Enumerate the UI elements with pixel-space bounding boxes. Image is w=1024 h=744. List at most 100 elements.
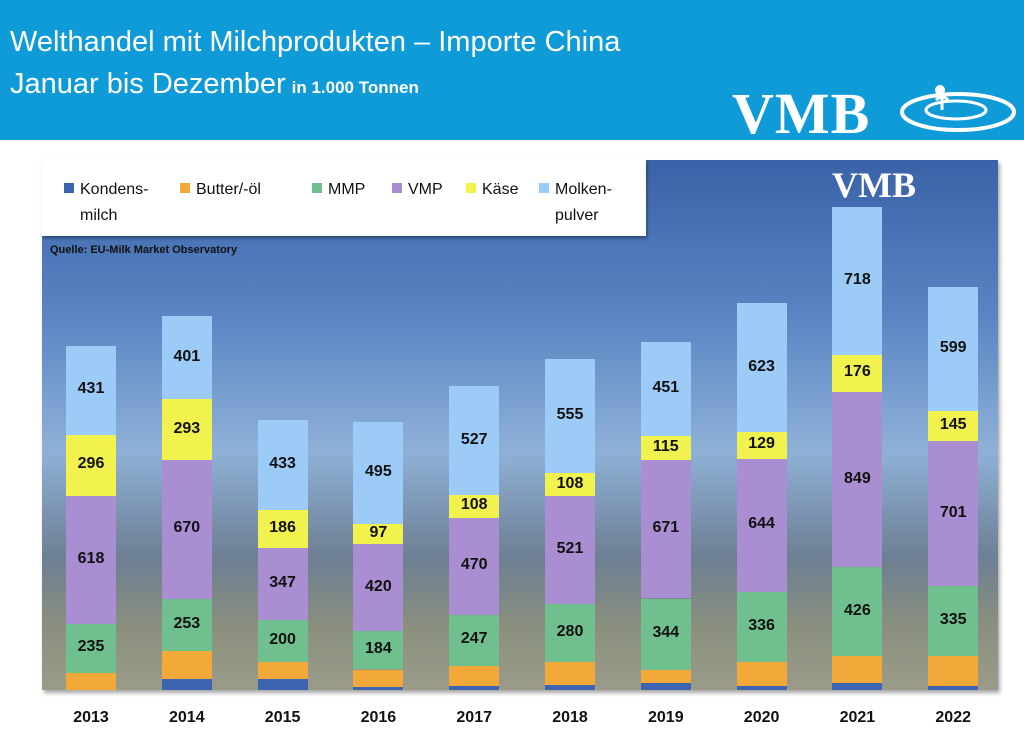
bar-segment-2016-2 <box>353 631 404 670</box>
bar-segment-2015-2 <box>257 620 308 662</box>
bar-segment-2018-1 <box>545 661 595 686</box>
data-label: 623 <box>748 357 775 375</box>
x-tick-label: 2018 <box>552 709 588 726</box>
legend-item: Käse <box>466 177 518 203</box>
data-label: 527 <box>460 430 488 448</box>
data-label: 555 <box>556 406 584 424</box>
bar-segment-2018-3 <box>545 495 595 604</box>
x-tick-label: 2013 <box>73 709 109 726</box>
bar-segment-2016-1 <box>353 669 404 687</box>
data-label: 247 <box>460 630 488 648</box>
bar-segment-2017-0 <box>449 686 500 690</box>
bar-segment-2013-4 <box>66 434 116 497</box>
legend-item: Kondens-milch <box>64 177 149 229</box>
bar-segment-2015-3 <box>257 548 308 621</box>
legend-swatch <box>539 183 549 193</box>
bar-segment-2019-3 <box>640 459 691 599</box>
data-label: 108 <box>556 474 584 492</box>
bar-segment-2018-5 <box>545 358 595 474</box>
data-label: 401 <box>173 347 201 365</box>
bar-segment-2021-5 <box>832 206 883 356</box>
data-label: 184 <box>365 640 392 658</box>
bar-segment-2019-0 <box>640 683 691 690</box>
x-tick-label: 2015 <box>264 709 301 726</box>
bar-segment-2016-4 <box>353 524 404 545</box>
bar-segment-2021-0 <box>832 683 883 690</box>
data-label: 186 <box>269 519 296 537</box>
bar-segment-2020-3 <box>736 458 787 593</box>
data-label: 431 <box>77 380 105 398</box>
source-note: Quelle: EU-Milk Market Observatory <box>50 244 238 256</box>
logo-swirl-icon <box>900 85 1016 132</box>
data-label: 451 <box>652 379 680 397</box>
legend-swatch <box>64 183 74 193</box>
legend-label-line2: milch <box>80 207 118 224</box>
bar-segment-2014-1 <box>161 651 212 680</box>
data-label: 108 <box>460 496 488 514</box>
legend-item: Molken-pulver <box>539 177 612 229</box>
bar-segment-2015-5 <box>257 420 308 510</box>
bar-segment-2017-2 <box>449 614 500 666</box>
legend-item: MMP <box>312 177 365 203</box>
chart-plot-area: VMB Kondens-milch Butter/-öl MMP VMP Käse Mol… <box>42 160 998 690</box>
bar-segment-2022-3 <box>928 441 979 587</box>
bar-segment-2018-2 <box>545 603 595 662</box>
bar-segment-2017-3 <box>449 517 500 615</box>
vmb-logo: VMB <box>732 81 871 146</box>
bar-segment-2013-3 <box>66 496 116 624</box>
data-label: 115 <box>652 437 679 455</box>
bar-segment-2016-0 <box>353 686 404 690</box>
data-label: 671 <box>652 519 680 537</box>
data-label: 176 <box>844 363 871 381</box>
bar-segment-2016-5 <box>353 421 404 525</box>
bar-segment-2020-1 <box>736 661 787 687</box>
bar-segment-2022-2 <box>928 586 979 656</box>
bar-segment-2019-5 <box>640 342 691 436</box>
data-label: 293 <box>173 419 201 437</box>
bar-segment-2019-1 <box>640 669 691 684</box>
legend-label: Butter/-öl <box>196 181 261 198</box>
data-label: 335 <box>939 610 967 628</box>
data-label: 97 <box>369 524 388 542</box>
x-tick-label: 2017 <box>456 709 492 726</box>
bar-segment-2018-0 <box>545 685 595 690</box>
data-label: 618 <box>77 550 105 567</box>
bar-segment-2021-4 <box>832 355 883 392</box>
legend-swatch <box>466 183 476 193</box>
data-label: 670 <box>173 519 201 537</box>
data-label: 426 <box>844 601 871 619</box>
bar-segment-2013-2 <box>66 623 116 673</box>
bar-segment-2016-3 <box>353 544 404 632</box>
data-label: 235 <box>77 638 105 656</box>
bar-segment-2022-1 <box>928 655 979 687</box>
bar-segment-2014-0 <box>161 679 212 690</box>
bar-segment-2019-4 <box>640 435 691 460</box>
data-label: 129 <box>748 435 775 453</box>
legend-swatch <box>180 183 190 193</box>
data-label: 521 <box>556 539 584 557</box>
data-label: 849 <box>844 469 871 487</box>
legend-item: VMP <box>392 177 443 203</box>
data-label: 336 <box>748 616 775 634</box>
header-banner: Welthandel mit Milchprodukten – Importe … <box>0 0 1024 146</box>
bar-segment-2014-2 <box>161 598 212 652</box>
x-tick-label: 2019 <box>648 709 684 726</box>
data-label: 420 <box>365 577 392 595</box>
subtitle: Januar bis Dezember in 1.000 Tonnen <box>10 68 419 101</box>
bar-segment-2018-4 <box>545 473 595 496</box>
legend-label-line2: pulver <box>555 207 599 224</box>
bar-segment-2022-4 <box>928 411 979 442</box>
data-label: 718 <box>844 270 871 288</box>
legend-label: Molken- <box>555 181 612 198</box>
bar-segment-2020-5 <box>736 303 787 433</box>
bar-segment-2021-1 <box>832 655 883 684</box>
bar-segment-2021-3 <box>832 391 883 568</box>
x-tick-label: 2020 <box>743 709 780 726</box>
x-tick-label: 2014 <box>169 709 205 726</box>
data-label: 470 <box>460 556 488 574</box>
bar-segment-2017-5 <box>449 386 500 496</box>
bar-segment-2020-2 <box>736 592 787 662</box>
bar-segment-2022-0 <box>928 686 979 690</box>
bar-segment-2020-0 <box>736 686 787 690</box>
unit-label: in 1.000 Tonnen <box>291 78 419 97</box>
